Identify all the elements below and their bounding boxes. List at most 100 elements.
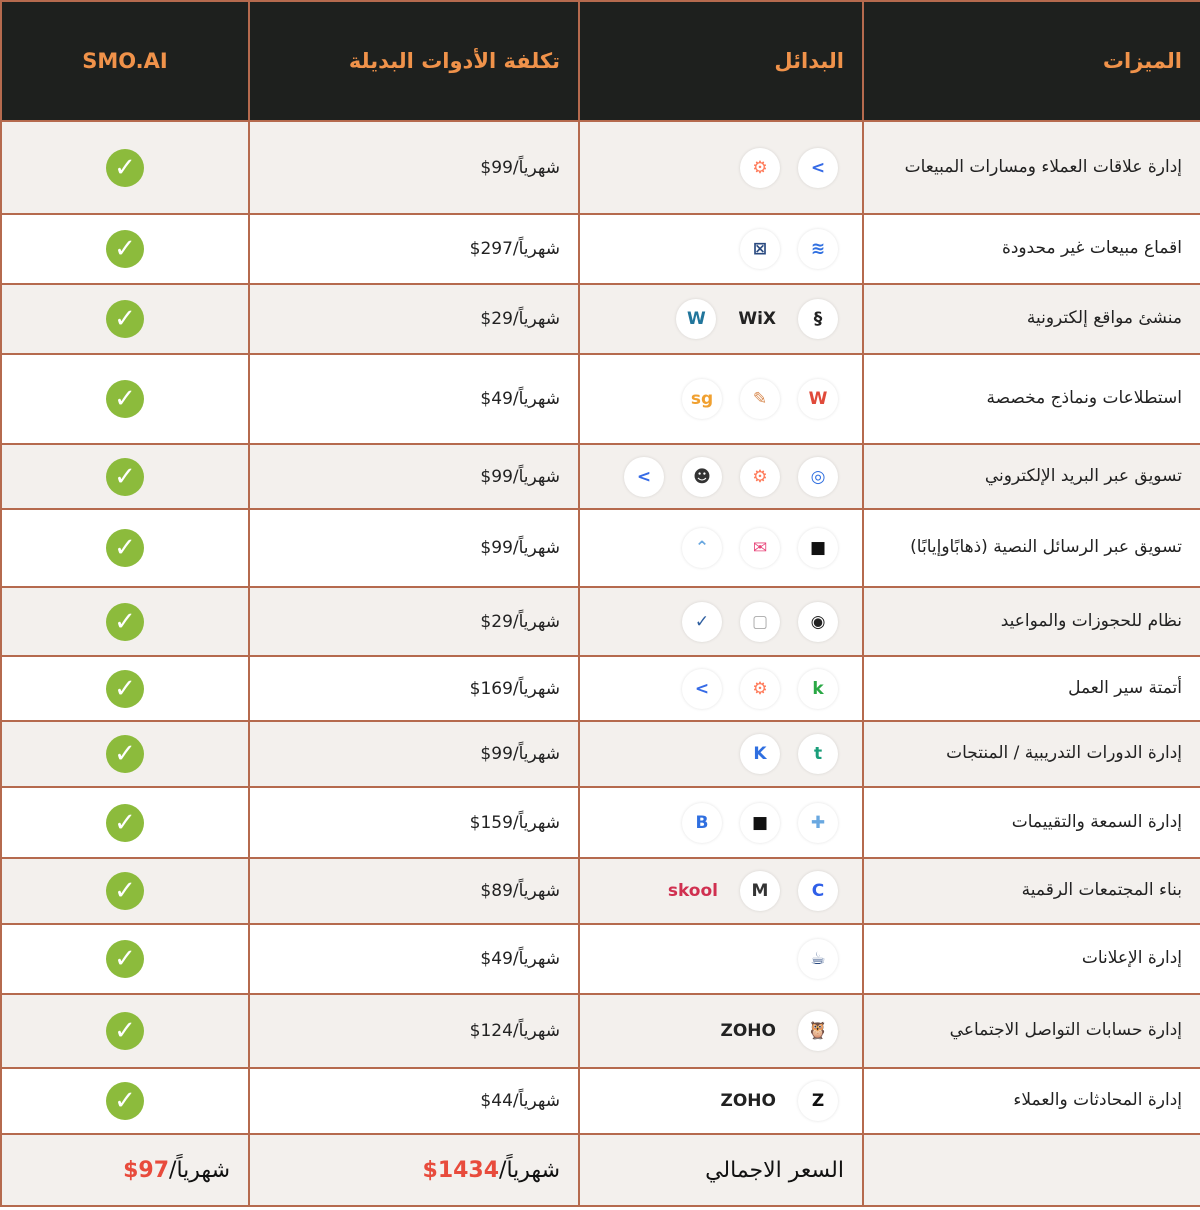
table-row: تسويق عبر البريد الإلكتروني ◎ ⚙ ☻ > شهرياً/… — [0, 443, 1200, 510]
cost-cell: شهرياً/49$ — [248, 353, 580, 445]
smo-cell: ✓ — [0, 923, 250, 995]
feature-cell: منشئ مواقع إلكترونية — [862, 283, 1200, 355]
smo-cell: ✓ — [0, 993, 250, 1069]
smo-total: شهرياً/97$ — [0, 1133, 250, 1207]
check-icon: ✓ — [106, 529, 144, 567]
cost-cell: شهرياً/29$ — [248, 283, 580, 355]
layers-icon: ≋ — [798, 229, 838, 269]
feature-cell: تسويق عبر الرسائل النصية (ذهابًاوإيابًا) — [862, 508, 1200, 588]
alternatives-cell: > ⚙ — [578, 120, 864, 215]
cost-cell: شهرياً/49$ — [248, 923, 580, 995]
check-icon: ✓ — [106, 230, 144, 268]
feature-cell: إدارة علاقات العملاء ومسارات المبيعات — [862, 120, 1200, 215]
check-icon: ✓ — [106, 872, 144, 910]
alternatives-cell: ◉ ▢ ✓ — [578, 586, 864, 657]
check-icon: ✓ — [106, 148, 144, 187]
check-icon: ✓ — [106, 602, 144, 641]
zoho-icon: ZOHO — [720, 1091, 776, 1111]
puzzle-icon: ✚ — [798, 802, 838, 843]
hubspot-icon: ⚙ — [740, 668, 780, 709]
smo-cell: ✓ — [0, 508, 250, 588]
smo-cell: ✓ — [0, 443, 250, 510]
birdeye-icon: B — [682, 802, 722, 843]
smo-cell: ✓ — [0, 586, 250, 657]
smo-cell: ✓ — [0, 353, 250, 445]
feature-cell: إدارة السمعة والتقييمات — [862, 786, 1200, 859]
podium-icon: ■ — [798, 528, 838, 568]
check-icon: ✓ — [106, 669, 144, 708]
alternatives-cell: k ⚙ > — [578, 655, 864, 722]
feature-cell: إدارة الدورات التدريبية / المنتجات — [862, 720, 1200, 788]
activecampaign-icon: > — [682, 668, 722, 709]
cost-cell: شهرياً/99$ — [248, 508, 580, 588]
alternatives-cell: ✚ ■ B — [578, 786, 864, 859]
cost-cell: شهرياً/159$ — [248, 786, 580, 859]
check-icon: ✓ — [106, 300, 144, 338]
alternatives-cell: Z ZOHO — [578, 1067, 864, 1135]
alt-total-amount: 1434$ — [422, 1157, 500, 1183]
table-row: أتمتة سير العمل k ⚙ > شهرياً/169$ ✓ — [0, 655, 1200, 722]
hootsuite-icon: 🦉 — [798, 1011, 838, 1051]
cost-cell: شهرياً/29$ — [248, 586, 580, 657]
alternatives-cell: W ✎ sg — [578, 353, 864, 445]
calendly-check-icon: ✓ — [682, 601, 722, 642]
header-smo: SMO.AI — [0, 0, 250, 122]
check-icon: ✓ — [106, 1012, 144, 1050]
cost-cell: شهرياً/99$ — [248, 443, 580, 510]
chevrons-up-icon: ⌃ — [682, 528, 722, 568]
smo-cell: ✓ — [0, 720, 250, 788]
funnel-builder-icon: ⊠ — [740, 229, 780, 269]
smo-cell: ✓ — [0, 857, 250, 925]
feature-cell: اقماع مبيعات غير محدودة — [862, 213, 1200, 285]
cost-cell: شهرياً/297$ — [248, 213, 580, 285]
alternatives-cell: ◎ ⚙ ☻ > — [578, 443, 864, 510]
circle-icon: C — [798, 871, 838, 911]
table-row: إدارة الإعلانات ☕ شهرياً/49$ ✓ — [0, 923, 1200, 995]
wix-icon: WiX — [738, 309, 776, 329]
hubspot-icon: ⚙ — [740, 147, 780, 188]
keap-icon: k — [798, 668, 838, 709]
cost-cell: شهرياً/169$ — [248, 655, 580, 722]
smo-cell: ✓ — [0, 786, 250, 859]
podium-icon: ■ — [740, 802, 780, 843]
smo-total-suffix: شهرياً/ — [169, 1157, 230, 1183]
alt-total: شهرياً/1434$ — [248, 1133, 580, 1207]
table-row: تسويق عبر الرسائل النصية (ذهابًاوإيابًا)… — [0, 508, 1200, 588]
header-cost: تكلفة الأدوات البديلة — [248, 0, 580, 122]
squarespace-icon: § — [798, 299, 838, 339]
alternatives-cell: 🦉 ZOHO — [578, 993, 864, 1069]
header-alternatives: البدائل — [578, 0, 864, 122]
teachable-icon: t — [798, 734, 838, 774]
feature-cell: تسويق عبر البريد الإلكتروني — [862, 443, 1200, 510]
envelope-icon: ✉ — [740, 528, 780, 568]
alternatives-cell: § WiX W — [578, 283, 864, 355]
acuity-icon: ◉ — [798, 601, 838, 642]
table-row: إدارة المحادثات والعملاء Z ZOHO شهرياً/44… — [0, 1067, 1200, 1135]
check-icon: ✓ — [106, 457, 144, 496]
feature-cell: إدارة حسابات التواصل الاجتماعي — [862, 993, 1200, 1069]
table-row: استطلاعات ونماذج مخصصة W ✎ sg شهرياً/49$ ✓ — [0, 353, 1200, 445]
activecampaign-icon: > — [798, 147, 838, 188]
feature-cell: استطلاعات ونماذج مخصصة — [862, 353, 1200, 445]
cost-cell: شهرياً/89$ — [248, 857, 580, 925]
total-label: السعر الاجمالي — [578, 1133, 864, 1207]
table-row: نظام للحجوزات والمواعيد ◉ ▢ ✓ شهرياً/29$ ✓ — [0, 586, 1200, 657]
smo-cell: ✓ — [0, 655, 250, 722]
wordpress-icon: W — [676, 299, 717, 339]
w-form-icon: W — [798, 379, 838, 419]
feature-cell: إدارة المحادثات والعملاء — [862, 1067, 1200, 1135]
feature-cell: بناء المجتمعات الرقمية — [862, 857, 1200, 925]
total-row: السعر الاجمالي شهرياً/1434$ شهرياً/97$ — [0, 1133, 1200, 1207]
smo-total-amount: 97$ — [123, 1157, 170, 1183]
kajabi-icon: K — [740, 734, 780, 774]
zendesk-icon: Z — [798, 1081, 838, 1121]
smo-cell: ✓ — [0, 1067, 250, 1135]
calendar-icon: ▢ — [740, 601, 780, 642]
target-icon: ◎ — [798, 456, 838, 497]
skool-icon: skool — [667, 881, 718, 901]
check-icon: ✓ — [106, 380, 144, 418]
